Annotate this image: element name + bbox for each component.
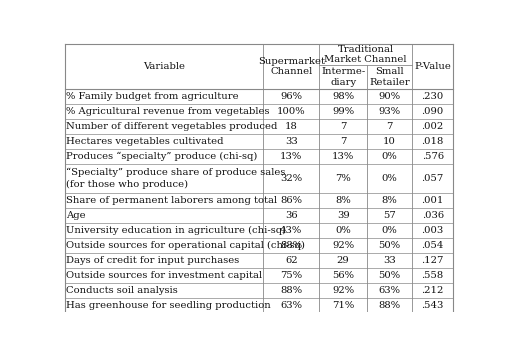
Text: 7%: 7%	[335, 174, 351, 183]
Text: 96%: 96%	[280, 92, 302, 101]
Text: Number of different vegetables produced: Number of different vegetables produced	[66, 122, 278, 131]
Text: 63%: 63%	[280, 301, 302, 310]
Text: 92%: 92%	[332, 240, 354, 250]
Text: .090: .090	[421, 107, 444, 116]
Text: 10: 10	[383, 137, 396, 146]
Text: 92%: 92%	[332, 286, 354, 295]
Text: 0%: 0%	[382, 225, 397, 234]
Text: .558: .558	[421, 271, 444, 280]
Text: 29: 29	[337, 256, 349, 265]
Text: .576: .576	[422, 152, 444, 161]
Text: “Specialty” produce share of produce sales
(for those who produce): “Specialty” produce share of produce sal…	[66, 168, 286, 189]
Text: 8%: 8%	[335, 196, 351, 204]
Text: Days of credit for input purchases: Days of credit for input purchases	[66, 256, 240, 265]
Text: P-Value: P-Value	[414, 62, 451, 71]
Text: 33: 33	[285, 137, 298, 146]
Text: 7: 7	[386, 122, 393, 131]
Text: % Agricultural revenue from vegetables: % Agricultural revenue from vegetables	[66, 107, 270, 116]
Text: 88%: 88%	[379, 301, 401, 310]
Text: 32%: 32%	[280, 174, 302, 183]
Text: 7: 7	[340, 137, 346, 146]
Text: Age: Age	[66, 211, 86, 219]
Text: Has greenhouse for seedling production: Has greenhouse for seedling production	[66, 301, 271, 310]
Text: Traditional
Market Channel: Traditional Market Channel	[324, 45, 407, 64]
Text: 0%: 0%	[335, 225, 351, 234]
Text: .036: .036	[422, 211, 444, 219]
Text: 33: 33	[383, 256, 396, 265]
Text: 88%: 88%	[280, 286, 302, 295]
Text: 43%: 43%	[280, 225, 302, 234]
Text: Outside sources for operational capital (chi-sq): Outside sources for operational capital …	[66, 240, 306, 250]
Text: 50%: 50%	[379, 240, 401, 250]
Text: Share of permanent laborers among total: Share of permanent laborers among total	[66, 196, 278, 204]
Text: 98%: 98%	[332, 92, 354, 101]
Text: .001: .001	[421, 196, 444, 204]
Text: .018: .018	[421, 137, 444, 146]
Text: 39: 39	[337, 211, 349, 219]
Text: 56%: 56%	[332, 271, 354, 280]
Text: .002: .002	[421, 122, 444, 131]
Text: Produces “specialty” produce (chi-sq): Produces “specialty” produce (chi-sq)	[66, 152, 258, 161]
Text: 36: 36	[285, 211, 298, 219]
Text: Conducts soil analysis: Conducts soil analysis	[66, 286, 178, 295]
Text: 100%: 100%	[277, 107, 306, 116]
Text: 13%: 13%	[280, 152, 302, 161]
Text: .003: .003	[421, 225, 444, 234]
Text: 62: 62	[285, 256, 298, 265]
Text: % Family budget from agriculture: % Family budget from agriculture	[66, 92, 239, 101]
Text: 93%: 93%	[379, 107, 401, 116]
Text: .054: .054	[421, 240, 444, 250]
Text: 90%: 90%	[379, 92, 401, 101]
Text: 8%: 8%	[382, 196, 397, 204]
Text: 63%: 63%	[379, 286, 401, 295]
Text: Supermarket
Channel: Supermarket Channel	[258, 57, 324, 76]
Text: 7: 7	[340, 122, 346, 131]
Text: .127: .127	[421, 256, 444, 265]
Text: 71%: 71%	[332, 301, 354, 310]
Text: 13%: 13%	[332, 152, 354, 161]
Text: .212: .212	[421, 286, 444, 295]
Text: 57: 57	[383, 211, 396, 219]
Text: .057: .057	[421, 174, 444, 183]
Text: 18: 18	[285, 122, 298, 131]
Text: Hectares vegetables cultivated: Hectares vegetables cultivated	[66, 137, 224, 146]
Text: 88%: 88%	[280, 240, 302, 250]
Text: .230: .230	[421, 92, 444, 101]
Text: 75%: 75%	[280, 271, 302, 280]
Text: 86%: 86%	[280, 196, 302, 204]
Text: 99%: 99%	[332, 107, 354, 116]
Text: 0%: 0%	[382, 174, 397, 183]
Text: University education in agriculture (chi-sq): University education in agriculture (chi…	[66, 225, 286, 234]
Text: .543: .543	[421, 301, 444, 310]
Text: Interme-
diary: Interme- diary	[321, 67, 365, 87]
Text: 50%: 50%	[379, 271, 401, 280]
Text: Variable: Variable	[143, 62, 185, 71]
Text: 0%: 0%	[382, 152, 397, 161]
Text: Outside sources for investment capital: Outside sources for investment capital	[66, 271, 263, 280]
Text: Small
Retailer: Small Retailer	[369, 67, 410, 87]
